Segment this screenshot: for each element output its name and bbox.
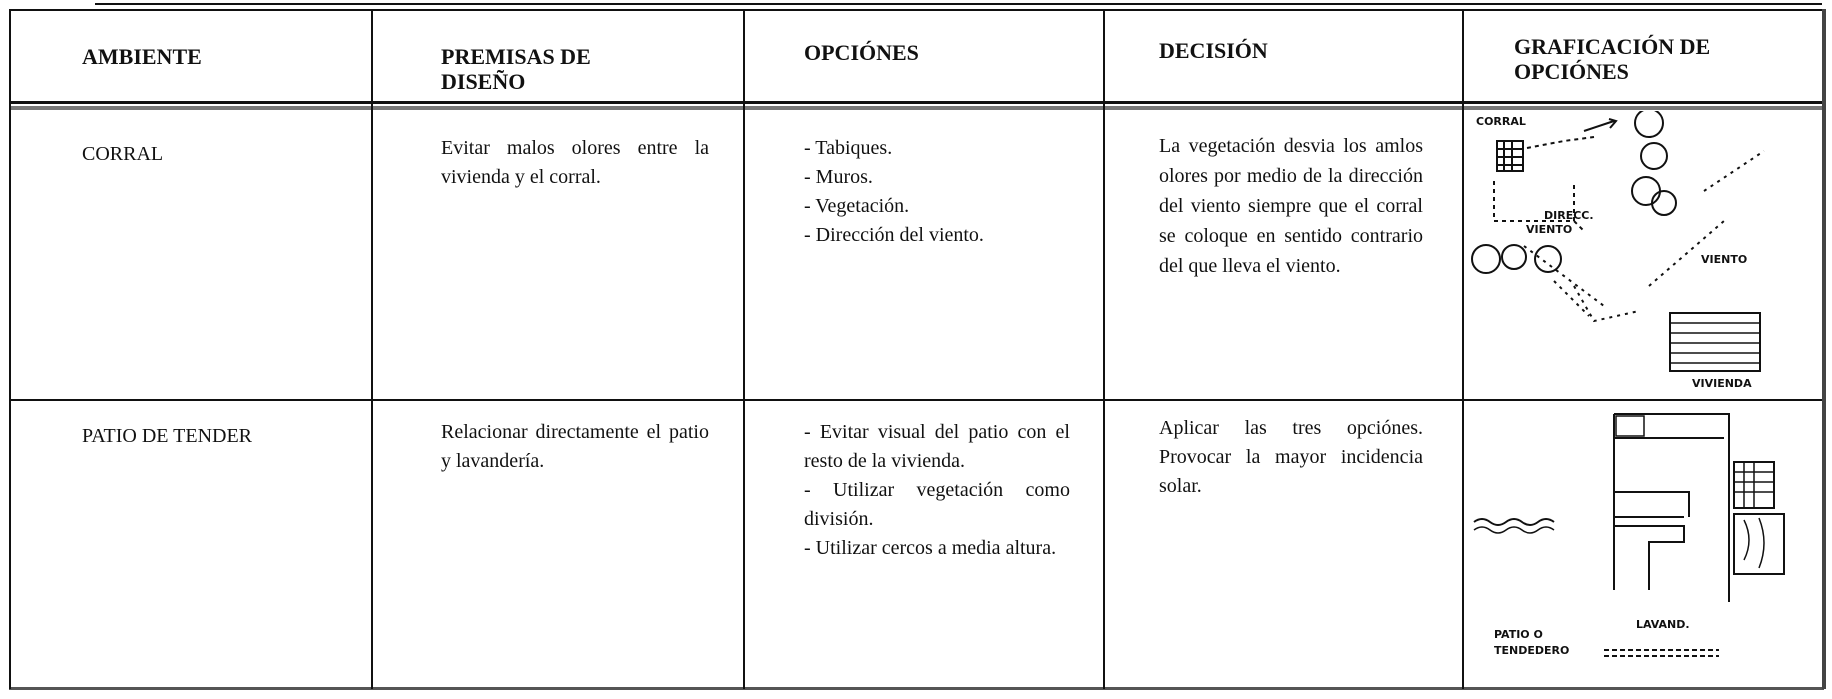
header-cell: GRAFICACIÓN DE OPCIÓNES: [1514, 34, 1711, 84]
border: [1103, 9, 1105, 689]
border: [9, 9, 11, 689]
cell: PATIO DE TENDER: [82, 425, 253, 447]
sketch-label: DIRECC.: [1544, 209, 1594, 222]
sketch-shape: [1501, 244, 1527, 270]
sketch-label: VIENTO: [1701, 253, 1747, 266]
sketch-shape: [1743, 517, 1765, 569]
sketch-shape: [1604, 649, 1719, 657]
cell: CORRAL: [82, 143, 164, 165]
cell: - Tabiques. - Muros. - Vegetación. - Dir…: [804, 134, 1070, 250]
list-item: - Dirección del viento.: [804, 224, 984, 246]
border: [9, 106, 1824, 110]
list-item: - Utilizar vegetación como división.: [804, 479, 1070, 530]
sketch-shape: [1669, 312, 1761, 372]
sketch-label: TENDEDERO: [1494, 644, 1569, 657]
sketch-shape: [1613, 413, 1730, 602]
cell: Relacionar directamente el patio y lavan…: [441, 421, 709, 472]
border: [9, 399, 1824, 401]
sketch-shape: [1497, 141, 1523, 171]
list-item: - Utilizar cercos a media altura.: [804, 537, 1057, 559]
cell: La vegetación desvia los amlos olores po…: [1159, 135, 1423, 277]
sketch-shape: [1631, 176, 1661, 206]
sketch-shape: [1651, 190, 1677, 216]
header-cell: AMBIENTE: [82, 44, 202, 69]
sketch-shape: [1473, 526, 1555, 534]
sketch-label: VIVIENDA: [1692, 377, 1752, 390]
header-cell: OPCIÓNES: [804, 40, 919, 65]
sketch-label: LAVAND.: [1636, 618, 1690, 631]
list-item: - Evitar visual del patio con el resto d…: [804, 421, 1070, 472]
cell: Aplicar las tres opciónes. Provocar la m…: [1159, 417, 1423, 497]
header-cell: DECISIÓN: [1159, 38, 1268, 63]
list-item: - Muros.: [804, 166, 873, 188]
sketch-shape: [1734, 462, 1774, 508]
sketch-shape: [1583, 118, 1618, 132]
sketch-shape: [1534, 245, 1562, 273]
sketch-shape: [1615, 415, 1645, 437]
sketch-shape: [1733, 513, 1785, 575]
sketch: CORRAL DIRECC. VIENTO VIENTO VIVIENDA: [1471, 111, 1765, 390]
sketch-shape: [1493, 136, 1595, 232]
cell: - Evitar visual del patio con el resto d…: [804, 418, 1070, 563]
sketch-label: CORRAL: [1476, 115, 1526, 128]
sketch: PATIO O TENDEDERO LAVAND.: [1473, 413, 1785, 657]
list-item: - Vegetación.: [804, 195, 910, 217]
sketch-shape: [1670, 322, 1760, 364]
sketch-shape: [1471, 244, 1501, 274]
border: [743, 9, 745, 689]
border: [9, 687, 1824, 690]
border: [371, 9, 373, 689]
border: [1822, 9, 1826, 689]
sketch-shape: [1523, 150, 1765, 323]
border: [9, 101, 1824, 104]
sketch-shape: [1640, 142, 1668, 170]
list-item: - Tabiques.: [804, 137, 893, 159]
sketch-shape: [1634, 111, 1664, 138]
sketch-shape: [1473, 518, 1555, 526]
border: [1462, 9, 1464, 689]
sketch-label: VIENTO: [1526, 223, 1572, 236]
cell: Evitar malos olores entre la vivienda y …: [441, 137, 709, 188]
header-cell: PREMISAS DE DISEÑO: [441, 44, 591, 94]
rule: [95, 3, 1822, 5]
border: [9, 9, 1824, 11]
sketch-label: PATIO O: [1494, 628, 1543, 641]
